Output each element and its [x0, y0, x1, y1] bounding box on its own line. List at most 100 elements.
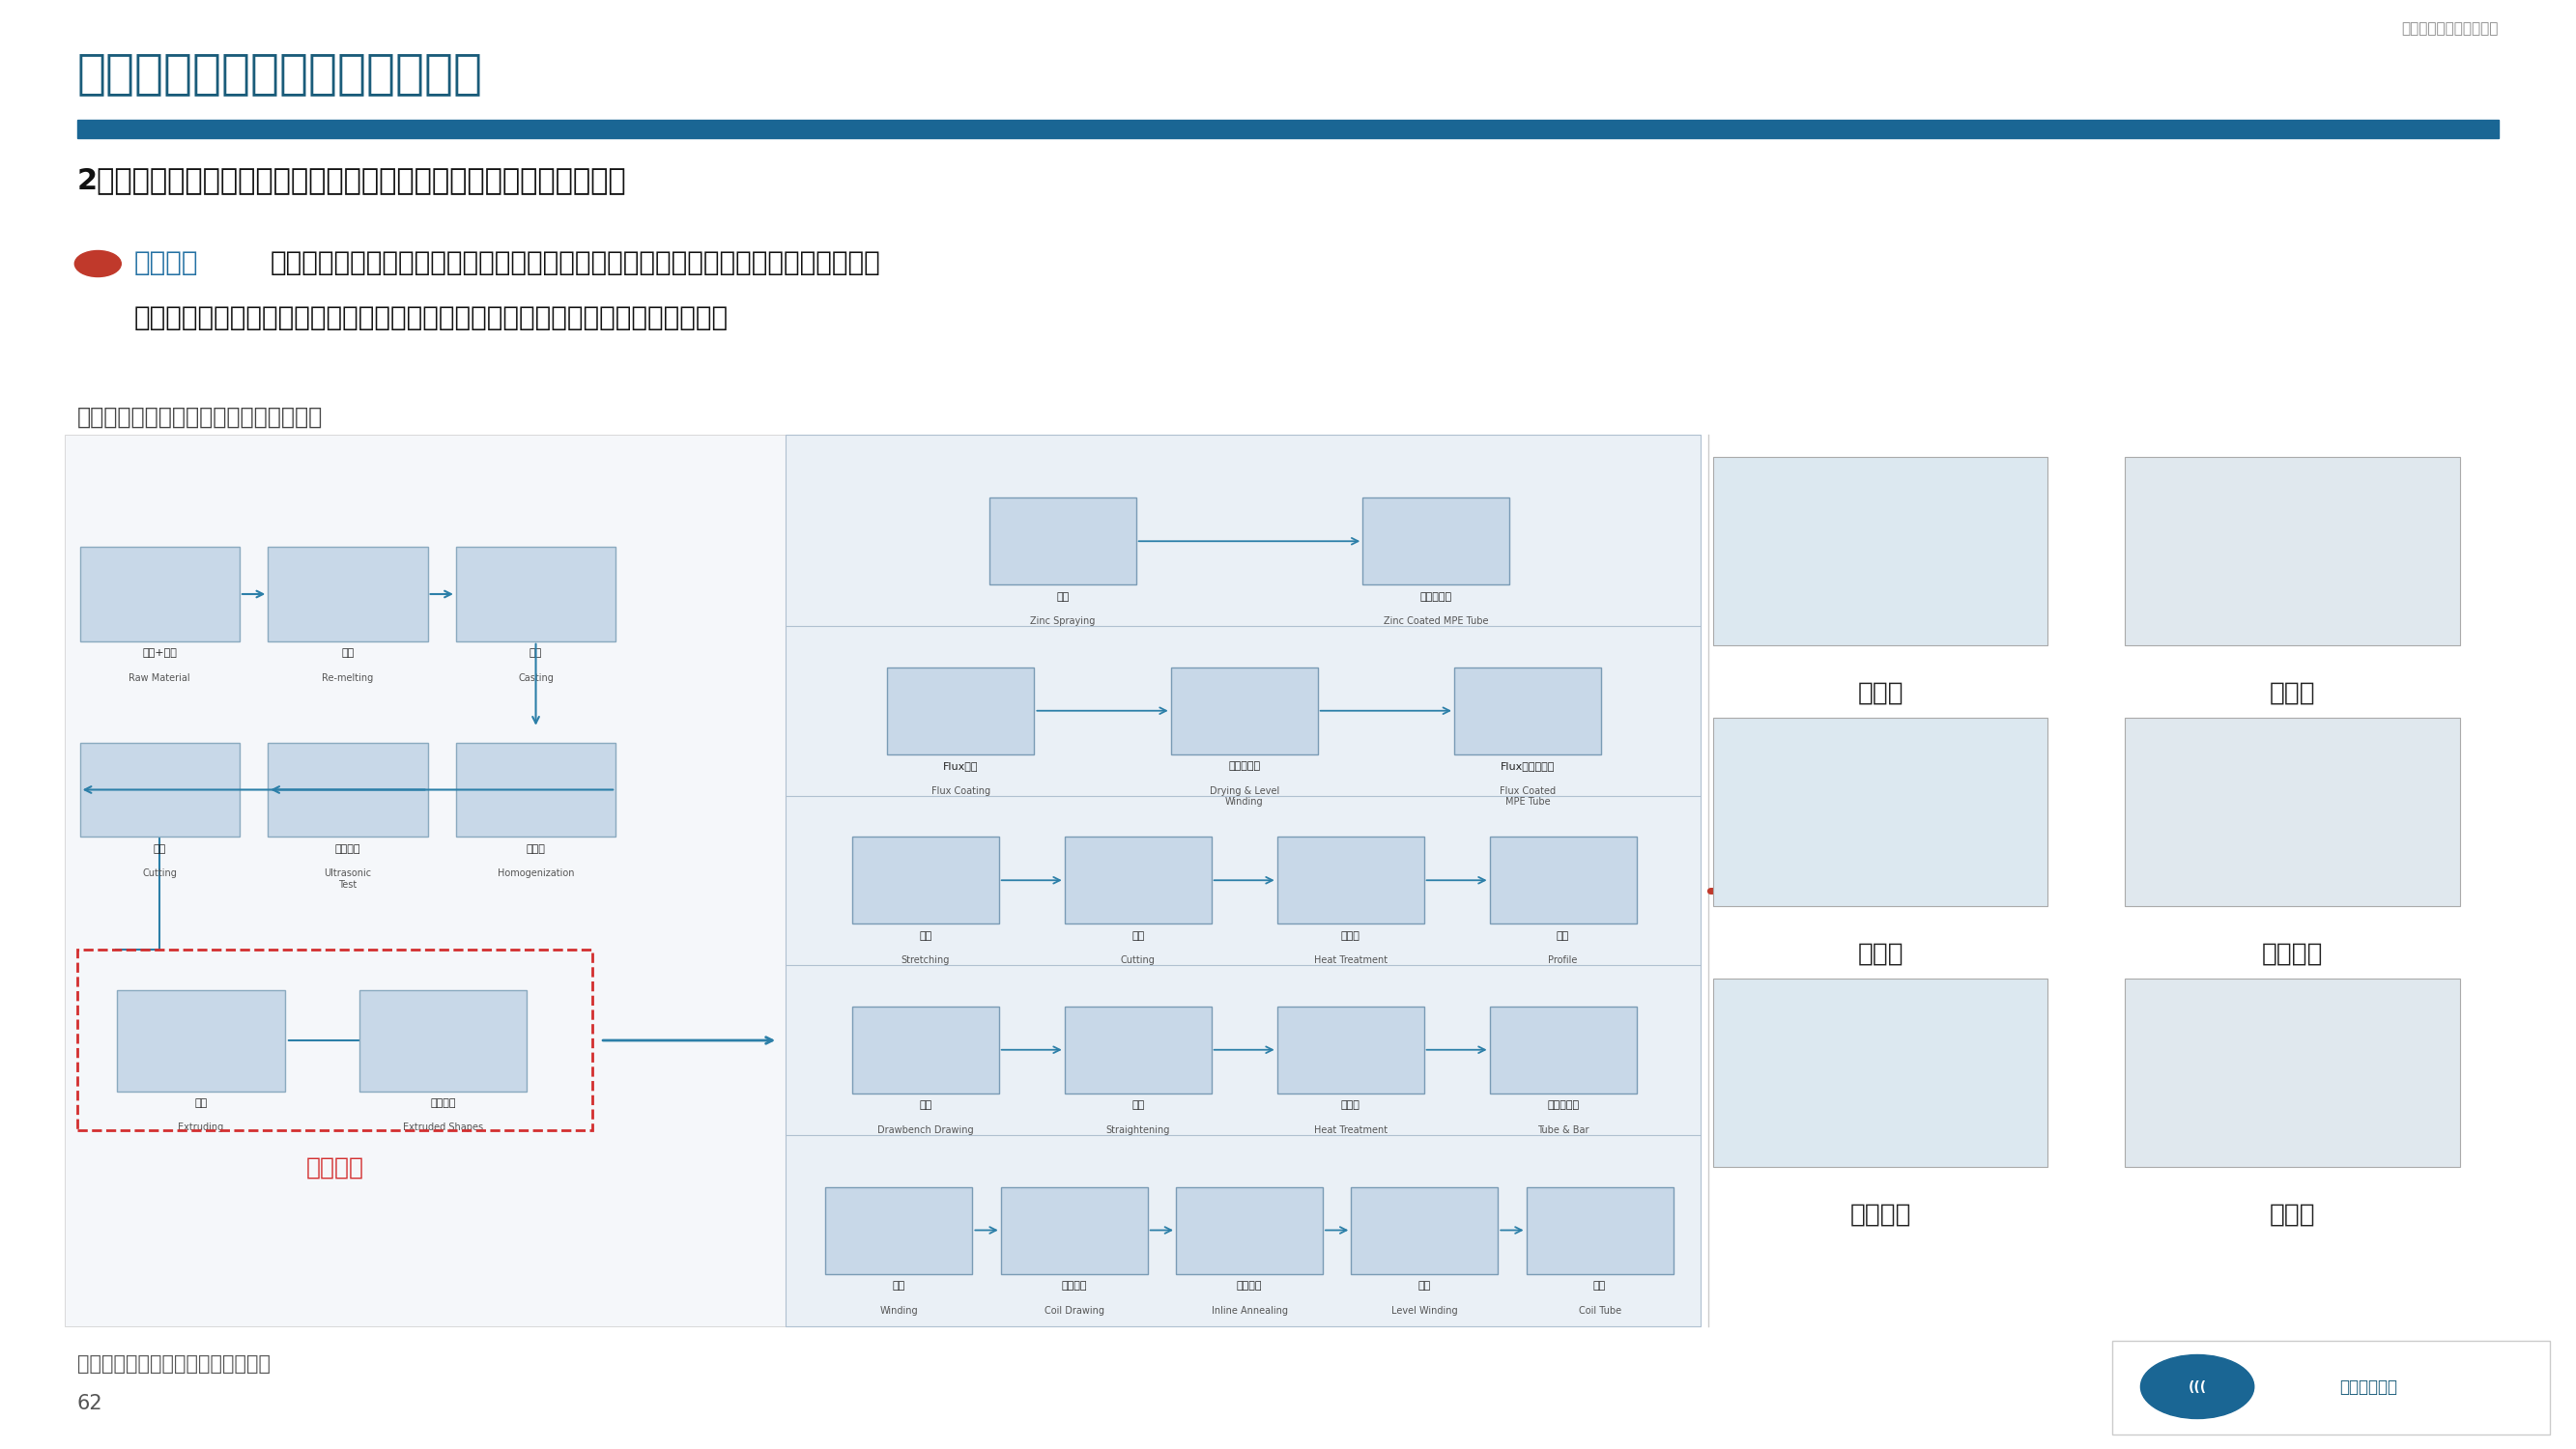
Text: Cutting: Cutting [142, 869, 178, 878]
Text: Flux Coating: Flux Coating [933, 787, 989, 796]
Text: 矫直: 矫直 [1131, 1101, 1144, 1110]
Text: (((: ((( [2187, 1379, 2208, 1394]
Text: 固化、收卷: 固化、收卷 [1229, 762, 1260, 771]
Bar [1489, 1006, 1636, 1093]
Text: 中信建投证券研究发展部: 中信建投证券研究发展部 [2401, 22, 2499, 36]
Bar [853, 836, 999, 924]
Text: 保险杠: 保险杠 [2269, 681, 2316, 706]
Bar [1713, 978, 2048, 1166]
Text: 热处理: 热处理 [1342, 1101, 1360, 1110]
Text: 热处理: 热处理 [1342, 930, 1360, 940]
Text: Drawbench Drawing: Drawbench Drawing [878, 1124, 974, 1135]
Text: Flux涂覆多孔管: Flux涂覆多孔管 [1499, 762, 1556, 771]
Bar [1175, 1187, 1324, 1274]
Text: 拔拉: 拔拉 [920, 1101, 933, 1110]
Text: Homogenization: Homogenization [497, 869, 574, 878]
Text: Profile: Profile [1548, 956, 1577, 965]
Circle shape [2141, 1355, 2254, 1419]
Text: Coil Drawing: Coil Drawing [1043, 1306, 1105, 1316]
Text: 62: 62 [77, 1394, 103, 1413]
Bar [268, 742, 428, 838]
Text: Raw Material: Raw Material [129, 672, 191, 682]
Bar [1352, 1187, 1499, 1274]
Text: 型材: 型材 [1556, 930, 1569, 940]
Bar [1525, 1187, 1674, 1274]
Bar [2125, 456, 2460, 645]
Text: 拉直: 拉直 [920, 930, 933, 940]
Text: Casting: Casting [518, 672, 554, 682]
Text: Winding: Winding [881, 1306, 917, 1316]
Text: 铝管: 铝管 [1595, 1281, 1605, 1291]
Text: 门槛梁: 门槛梁 [1857, 681, 1904, 706]
Text: 用圆铝棒加热到它的临界点经过机械挤压成型，产品截面统一，强度高，稳定性好，适: 用圆铝棒加热到它的临界点经过机械挤压成型，产品截面统一，强度高，稳定性好，适 [270, 249, 881, 277]
Text: Re-melting: Re-melting [322, 672, 374, 682]
Bar [456, 742, 616, 838]
Text: 2）基于工艺同源性开拓多种同类产品，从而实现品类扩张的价逻辑。: 2）基于工艺同源性开拓多种同类产品，从而实现品类扩张的价逻辑。 [77, 167, 626, 194]
Text: 电机壳体: 电机壳体 [1850, 1203, 1911, 1227]
Text: 品类扩张逻辑：同源工艺链技术: 品类扩张逻辑：同源工艺链技术 [77, 51, 484, 97]
Bar [989, 497, 1136, 584]
Text: Stretching: Stretching [902, 956, 951, 965]
Bar [1489, 836, 1636, 924]
Bar [999, 1187, 1149, 1274]
Bar [1455, 668, 1602, 755]
Bar [1064, 836, 1211, 924]
Text: 合加工形状规整、强度及稳定性等性能要求高的零部件。如：控制臂、电池托盘等。: 合加工形状规整、强度及稳定性等性能要求高的零部件。如：控制臂、电池托盘等。 [134, 304, 729, 332]
Text: Level Winding: Level Winding [1391, 1306, 1458, 1316]
Text: 在线退火: 在线退火 [1236, 1281, 1262, 1291]
Bar [1170, 668, 1316, 755]
Bar [1363, 497, 1510, 584]
Text: Zinc Coated MPE Tube: Zinc Coated MPE Tube [1383, 617, 1489, 626]
Bar [1713, 717, 2048, 906]
Bar [456, 546, 616, 640]
Text: Heat Treatment: Heat Treatment [1314, 956, 1388, 965]
Text: 切割: 切割 [1131, 930, 1144, 940]
Bar [1713, 456, 2048, 645]
Bar [1278, 836, 1425, 924]
Text: 控制臂: 控制臂 [1857, 942, 1904, 966]
Text: Ultrasonic
Test: Ultrasonic Test [325, 869, 371, 890]
Text: 圆管和棒材: 圆管和棒材 [1548, 1101, 1579, 1110]
Text: Coil Tube: Coil Tube [1579, 1306, 1620, 1316]
Text: 铸锭: 铸锭 [531, 649, 541, 658]
Bar [2125, 978, 2460, 1166]
Bar [886, 668, 1033, 755]
Text: 图：基于铝挤压工艺同源性实现品类扩张: 图：基于铝挤压工艺同源性实现品类扩张 [77, 406, 322, 429]
Text: Flux涂层: Flux涂层 [943, 762, 979, 771]
Text: 中信建投证券: 中信建投证券 [2339, 1378, 2398, 1395]
Bar [1278, 1006, 1425, 1093]
Bar [786, 435, 1700, 1326]
Bar [2112, 1340, 2550, 1435]
Text: Extruded Shapes: Extruded Shapes [402, 1123, 484, 1133]
Text: 锌镀: 锌镀 [1056, 591, 1069, 601]
Text: Zinc Spraying: Zinc Spraying [1030, 617, 1095, 626]
Circle shape [75, 251, 121, 277]
Text: 收卷: 收卷 [1419, 1281, 1430, 1291]
Text: Extruding: Extruding [178, 1123, 224, 1133]
Bar [118, 990, 283, 1091]
Text: Drying & Level
Winding: Drying & Level Winding [1208, 787, 1280, 807]
Bar [1064, 1006, 1211, 1093]
Bar [80, 546, 240, 640]
Text: 水冷板: 水冷板 [2269, 1203, 2316, 1227]
Bar [80, 742, 240, 838]
Text: 均质化: 均质化 [526, 843, 546, 853]
Text: 绕卷: 绕卷 [894, 1281, 904, 1291]
Text: 镀锌多孔管: 镀锌多孔管 [1419, 591, 1453, 601]
Bar [77, 949, 592, 1130]
Bar [853, 1006, 999, 1093]
Text: 超声检测: 超声检测 [335, 843, 361, 853]
Bar [268, 546, 428, 640]
Text: Tube & Bar: Tube & Bar [1538, 1124, 1589, 1135]
Bar [824, 1187, 971, 1274]
Text: Straightening: Straightening [1105, 1124, 1170, 1135]
Text: 产品截面: 产品截面 [430, 1098, 456, 1108]
Text: 电池托盘: 电池托盘 [2262, 942, 2324, 966]
Text: 挤压成形: 挤压成形 [307, 1156, 363, 1179]
Text: Heat Treatment: Heat Treatment [1314, 1124, 1388, 1135]
Bar [2125, 717, 2460, 906]
Text: 挤压: 挤压 [196, 1098, 206, 1108]
Text: 铝挤压：: 铝挤压： [134, 249, 198, 277]
Bar [77, 120, 2499, 138]
Text: 合金+铝锭: 合金+铝锭 [142, 649, 178, 658]
